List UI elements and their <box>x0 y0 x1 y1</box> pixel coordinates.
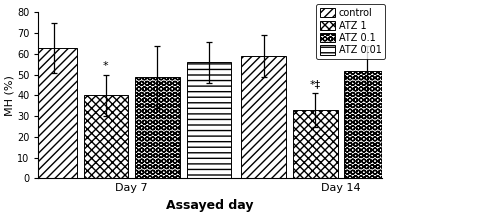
Bar <box>186 62 232 178</box>
Bar <box>135 77 180 178</box>
Text: *‡: *‡ <box>310 79 320 89</box>
Bar <box>32 48 77 178</box>
Bar <box>292 110 338 178</box>
Text: *: * <box>103 60 109 71</box>
Y-axis label: MH (%): MH (%) <box>4 75 14 116</box>
Bar <box>344 71 389 178</box>
Bar <box>241 56 286 178</box>
Legend: control, ATZ 1, ATZ 0.1, ATZ 0.01: control, ATZ 1, ATZ 0.1, ATZ 0.01 <box>316 4 386 59</box>
X-axis label: Assayed day: Assayed day <box>166 199 254 212</box>
Bar <box>84 95 128 178</box>
Bar <box>396 62 440 178</box>
